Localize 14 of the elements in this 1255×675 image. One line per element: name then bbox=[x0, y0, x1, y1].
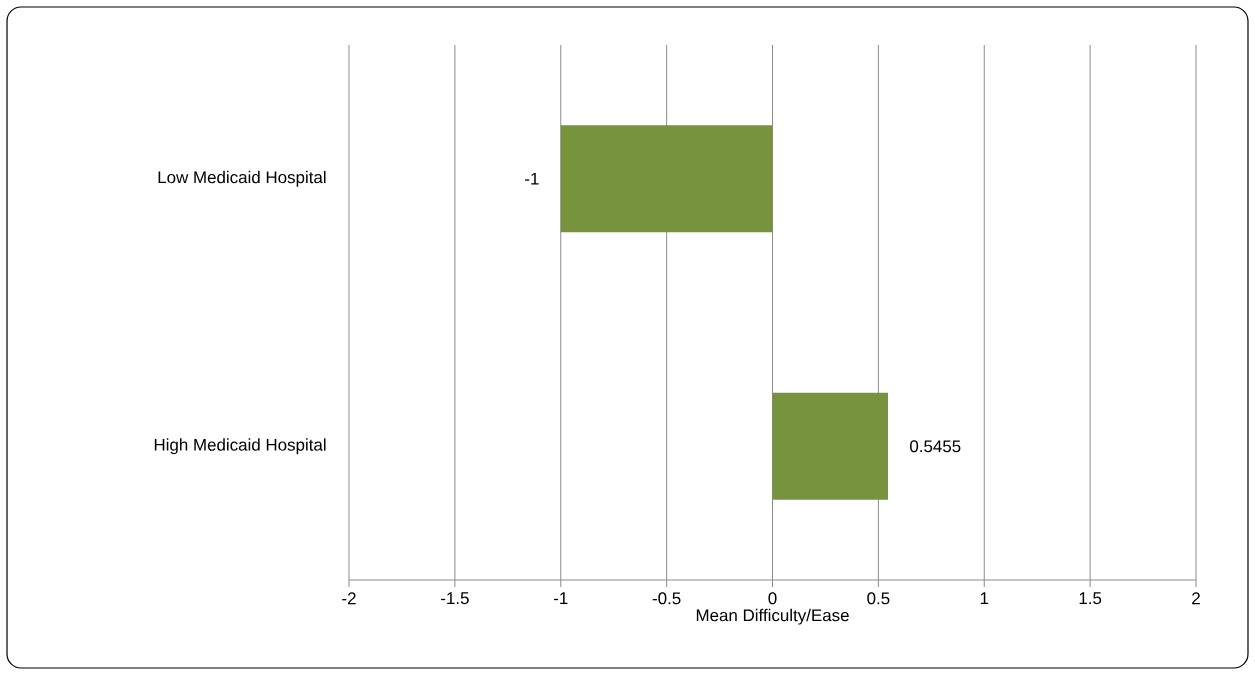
x-tick-label: -1.5 bbox=[441, 592, 469, 605]
x-tick-label: 0 bbox=[768, 592, 777, 605]
x-tick-label: 2 bbox=[1192, 592, 1200, 605]
data-label: 0.5455 bbox=[910, 440, 961, 453]
x-tick-label: -2 bbox=[342, 592, 356, 605]
x-tick-label: -1 bbox=[553, 592, 568, 604]
data-label: -1 bbox=[525, 172, 539, 185]
x-tick-label: 0.5 bbox=[867, 592, 890, 605]
x-tick-label: -0.5 bbox=[652, 592, 681, 605]
y-tick-label: High Medicaid Hospital bbox=[154, 438, 326, 455]
x-tick-label: 1.5 bbox=[1079, 592, 1102, 605]
x-axis-title: Mean Difficulty/Ease bbox=[696, 608, 849, 625]
x-tick-label: 1 bbox=[980, 592, 989, 604]
y-tick-label: Low Medicaid Hospital bbox=[158, 170, 326, 187]
